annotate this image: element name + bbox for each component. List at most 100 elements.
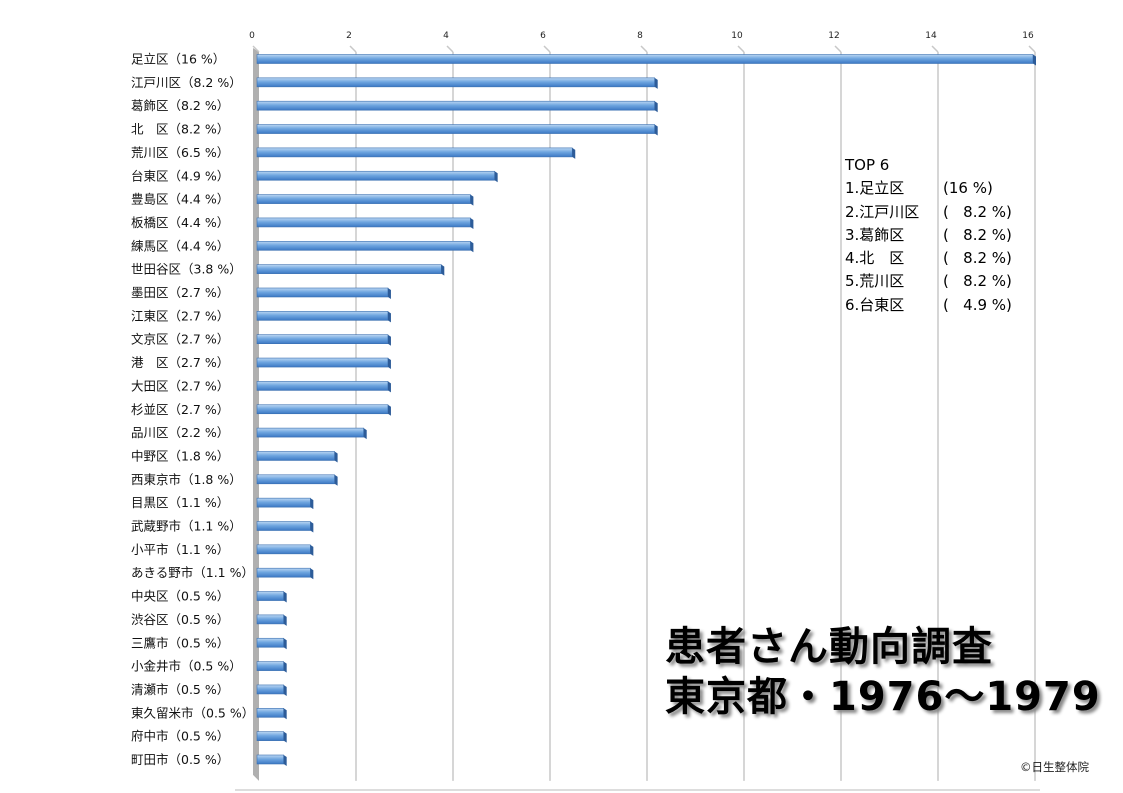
bar-side	[470, 217, 474, 229]
category-label: 三鷹市（0.5 %）	[131, 635, 229, 650]
legend-name: 4.北 区	[845, 249, 905, 268]
bar-side	[387, 288, 391, 299]
bar	[256, 521, 311, 531]
legend-item: 1.足立区 (16 %)	[845, 177, 1012, 200]
copyright: ©日生整体院	[1020, 760, 1089, 774]
bar	[256, 614, 284, 625]
category-label: 小金井市（0.5 %）	[131, 659, 242, 674]
x-tick-label: 6	[540, 31, 546, 41]
bar	[256, 707, 284, 718]
bar-side	[283, 708, 287, 720]
category-label: 北 区（8.2 %）	[131, 122, 229, 137]
bar	[256, 544, 311, 555]
legend-name: 3.葛飾区	[845, 225, 905, 244]
category-label: 清瀬市（0.5 %）	[131, 682, 229, 697]
bar	[256, 77, 656, 88]
legend-item: 3.葛飾区 ( 8.2 %)	[845, 224, 1012, 247]
bar	[256, 357, 389, 368]
legend-item: 4.北 区 ( 8.2 %)	[845, 247, 1012, 270]
title-line2: 東京都・1976〜1979	[665, 674, 1101, 720]
bar	[256, 637, 284, 648]
bar-side	[654, 101, 658, 113]
legend-pct: ( 8.2 %)	[943, 249, 1012, 268]
bar-side	[283, 638, 287, 650]
bar-side	[283, 684, 287, 696]
bar	[256, 287, 389, 298]
bar	[256, 264, 442, 274]
bar-side	[1033, 54, 1036, 66]
bar-side	[283, 731, 287, 743]
gridline-top	[737, 45, 745, 53]
bar-side	[334, 451, 338, 463]
category-label: 荒川区（6.5 %）	[131, 145, 229, 160]
bar-side	[387, 311, 391, 323]
category-label: 府中市（0.5 %）	[131, 729, 229, 744]
category-label: 港 区（2.7 %）	[131, 355, 229, 370]
x-tick-label: 4	[443, 31, 449, 41]
bar-side	[283, 591, 287, 603]
bar-side	[283, 614, 287, 626]
legend-item: 6.台東区 ( 4.9 %)	[845, 294, 1012, 317]
x-tick-label: 12	[828, 31, 839, 41]
bar-side	[363, 428, 367, 440]
bar	[256, 404, 389, 415]
bar-side	[387, 358, 391, 370]
category-label: 墨田区（2.7 %）	[131, 285, 229, 300]
bar-side	[494, 171, 498, 183]
bar	[256, 147, 573, 158]
category-label: 小平市（1.1 %）	[131, 542, 229, 557]
bar-side	[470, 194, 474, 206]
bar-side	[283, 661, 287, 673]
bar-side	[654, 77, 658, 89]
bar	[256, 217, 471, 228]
chart-wall	[253, 48, 259, 781]
gridline-top	[640, 45, 648, 53]
bar	[256, 381, 389, 391]
legend-name: 6.台東区	[845, 295, 905, 314]
bar	[256, 311, 389, 321]
title-line1: 患者さん動向調査	[665, 624, 993, 670]
category-label: 中野区（1.8 %）	[131, 448, 229, 463]
gridline-top	[252, 45, 260, 53]
bar-side	[310, 498, 314, 510]
bar-side	[572, 147, 576, 159]
bar-side	[654, 124, 658, 136]
bar	[256, 591, 284, 601]
x-tick-label: 0	[249, 31, 255, 41]
bar-side	[387, 381, 391, 393]
bar	[256, 427, 364, 438]
legend-pct: ( 8.2 %)	[943, 225, 1012, 244]
bar-side	[387, 334, 391, 346]
category-label: 世田谷区（3.8 %）	[131, 262, 242, 277]
x-tick-label: 14	[925, 31, 937, 41]
legend-name: 1.足立区	[845, 179, 905, 198]
category-label: 渋谷区（0.5 %）	[131, 612, 229, 627]
bar	[256, 497, 311, 508]
category-label: 葛飾区（8.2 %）	[131, 98, 229, 113]
bar	[256, 241, 471, 251]
category-label: 文京区（2.7 %）	[131, 332, 229, 347]
x-tick-label: 16	[1022, 31, 1034, 41]
bar	[256, 474, 335, 485]
category-label: 板橋区（4.4 %）	[131, 215, 229, 230]
legend-name: 2.江戸川区	[845, 202, 920, 221]
legend-item: 2.江戸川区 ( 8.2 %)	[845, 201, 1012, 224]
bar	[256, 334, 389, 345]
legend-heading: TOP 6	[845, 156, 890, 174]
bar	[256, 754, 284, 765]
category-label: 練馬区（4.4 %）	[131, 238, 229, 253]
x-tick-label: 10	[731, 31, 743, 41]
bar-side	[310, 521, 314, 533]
x-tick-label: 8	[637, 31, 643, 41]
category-label: 杉並区（2.7 %）	[131, 402, 229, 417]
category-label: 江戸川区（8.2 %）	[131, 75, 242, 90]
category-label: 目黒区（1.1 %）	[131, 495, 229, 510]
bar-side	[283, 755, 287, 766]
category-label: 足立区（16 %）	[131, 52, 225, 67]
category-label: 中央区（0.5 %）	[131, 589, 229, 604]
gridline-top	[543, 45, 551, 53]
category-label: 武蔵野市（1.1 %）	[131, 519, 242, 534]
gridline-top	[931, 45, 939, 53]
category-label: 町田市（0.5 %）	[131, 752, 229, 767]
category-label: 江東区（2.7 %）	[131, 308, 229, 323]
